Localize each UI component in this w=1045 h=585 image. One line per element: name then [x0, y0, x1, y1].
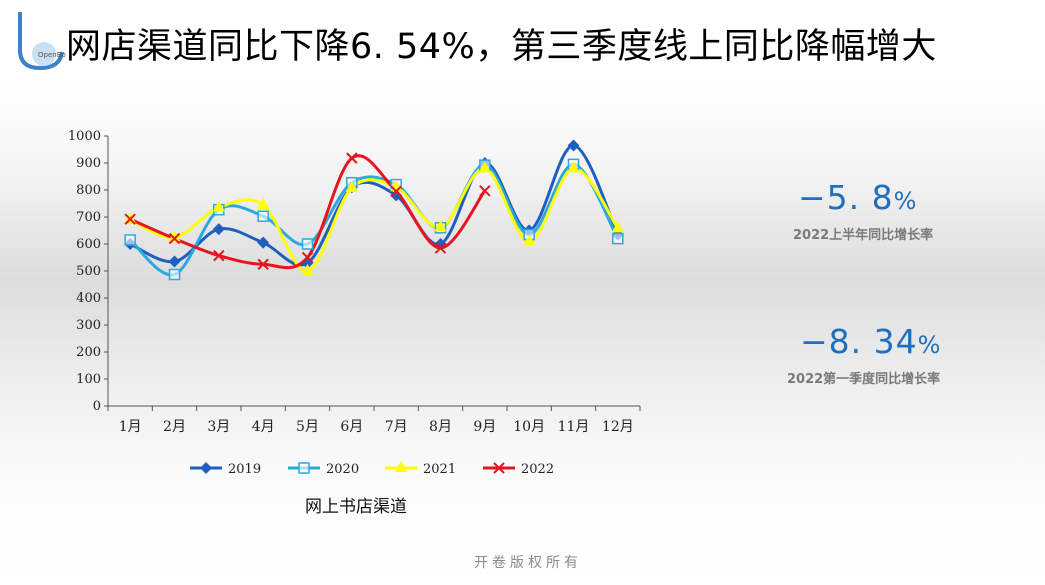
x-tick-label: 10月 — [513, 419, 545, 435]
x-tick-label: 12月 — [602, 419, 634, 435]
data-point-2022 — [168, 232, 181, 245]
copyright-footer: 开卷版权所有 — [474, 555, 582, 571]
y-tick-label: 1000 — [68, 129, 101, 144]
data-point-2022 — [301, 251, 314, 264]
y-tick-label: 0 — [93, 399, 101, 414]
data-point-2020 — [612, 232, 624, 245]
data-point-2022 — [479, 185, 491, 197]
legend-marker-2021 — [395, 461, 407, 472]
x-tick-label: 1月 — [119, 419, 142, 435]
y-tick-label: 800 — [76, 183, 101, 198]
data-point-2020 — [301, 238, 314, 250]
data-point-2021 — [301, 264, 314, 275]
data-point-2020 — [257, 210, 269, 222]
x-tick-label: 8月 — [429, 419, 452, 435]
legend-marker-2019 — [200, 462, 212, 474]
series-line-2022 — [129, 154, 487, 270]
data-point-2022 — [213, 249, 225, 262]
stat-h1-label: 2022上半年同比增长率 — [793, 228, 934, 243]
x-axis-title: 网上书店渠道 — [305, 497, 407, 517]
stat-h1-value: −5. 8% — [798, 178, 917, 217]
legend-marker-2022 — [493, 462, 505, 474]
stat-h1-number: −5. 8 — [798, 178, 894, 217]
data-point-2019 — [257, 236, 270, 249]
data-point-2021 — [257, 197, 270, 209]
x-tick-label: 6月 — [340, 419, 363, 435]
data-point-2019 — [390, 189, 403, 202]
data-point-2020 — [124, 234, 136, 246]
data-point-2019 — [567, 139, 580, 152]
data-point-2021 — [168, 230, 181, 242]
stat-q1-unit: % — [917, 331, 942, 359]
x-tick-label: 9月 — [473, 419, 496, 435]
data-point-2022 — [257, 258, 269, 270]
legend-label-2020: 2020 — [326, 462, 359, 477]
openbook-logo: OpenBook — [18, 12, 66, 70]
legend-label-2021: 2021 — [423, 462, 456, 477]
stat-q1-value: −8. 34% — [800, 322, 941, 361]
legend-label-2019: 2019 — [228, 462, 261, 477]
data-point-2019 — [212, 223, 225, 236]
data-point-2021 — [434, 220, 447, 232]
data-point-2021 — [523, 234, 536, 246]
data-point-2022 — [124, 213, 136, 225]
x-tick-label: 5月 — [296, 419, 319, 435]
data-point-2019 — [434, 238, 447, 250]
x-tick-label: 3月 — [207, 419, 230, 435]
logo-text: OpenBook — [38, 51, 66, 59]
stat-q1-label: 2022第一季度同比增长率 — [787, 372, 941, 387]
y-tick-label: 500 — [76, 264, 101, 279]
y-tick-label: 400 — [76, 291, 101, 306]
legend-label-2022: 2022 — [521, 462, 554, 477]
data-point-2021 — [611, 221, 624, 233]
page-title: 网店渠道同比下降6. 54%，第三季度线上同比降幅增大 — [66, 27, 937, 67]
y-tick-label: 900 — [76, 156, 101, 171]
y-tick-label: 200 — [76, 345, 101, 360]
x-tick-label: 11月 — [558, 419, 590, 435]
data-point-2022 — [434, 242, 447, 254]
y-tick-label: 100 — [76, 372, 101, 387]
data-point-2021 — [345, 180, 358, 192]
stat-h1-unit: % — [893, 187, 918, 215]
data-point-2021 — [212, 200, 225, 212]
data-point-2021 — [567, 161, 580, 173]
data-point-2021 — [478, 161, 491, 173]
x-tick-label: 2月 — [163, 419, 186, 435]
legend-marker-2020 — [298, 462, 310, 474]
stat-q1-number: −8. 34 — [800, 322, 918, 361]
y-tick-label: 300 — [76, 318, 101, 333]
data-point-2020 — [168, 268, 181, 281]
x-tick-label: 4月 — [252, 419, 275, 435]
x-tick-label: 7月 — [385, 419, 408, 435]
data-point-2019 — [168, 255, 181, 268]
y-tick-label: 700 — [76, 210, 101, 225]
data-point-2022 — [346, 152, 358, 164]
y-tick-label: 600 — [76, 237, 101, 252]
data-point-2022 — [390, 185, 402, 198]
